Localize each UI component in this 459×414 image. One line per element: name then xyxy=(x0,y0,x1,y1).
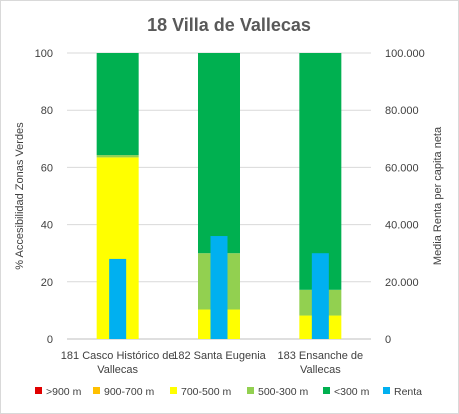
y-tick-right: 0 xyxy=(385,334,391,346)
y-tick-left: 60 xyxy=(41,162,53,174)
bar-segment xyxy=(96,53,139,156)
renta-bar xyxy=(311,253,329,339)
renta-bar xyxy=(109,258,127,339)
y-axis-label-right: Media Renta per capita neta xyxy=(432,126,444,265)
y-tick-right: 20.000 xyxy=(385,277,419,289)
legend-swatch xyxy=(93,387,100,394)
legend-swatch xyxy=(383,387,390,394)
y-tick-left: 20 xyxy=(41,277,53,289)
bar-segment xyxy=(96,155,139,158)
legend-swatch xyxy=(323,387,330,394)
legend-label: Renta xyxy=(394,386,422,398)
y-tick-left: 100 xyxy=(35,48,53,60)
y-tick-left: 80 xyxy=(41,105,53,117)
legend-swatch xyxy=(170,387,177,394)
y-tick-right: 80.000 xyxy=(385,105,419,117)
legend-label: 500-300 m xyxy=(258,386,308,398)
y-axis-label-left: % Accesibilidad Zonas Verdes xyxy=(14,122,26,270)
y-tick-right: 60.000 xyxy=(385,162,419,174)
legend-swatch xyxy=(247,387,254,394)
legend-label: <300 m xyxy=(334,386,370,398)
legend: >900 m 900-700 m 700-500 m 500-300 m <300 m R… xyxy=(35,386,422,398)
legend-label: 900-700 m xyxy=(104,386,154,398)
legend-swatch xyxy=(35,387,42,394)
axes-group: 0 20 40 60 80 100 0 20.000 40.000 60.000 80.000 100… xyxy=(35,48,425,376)
y-tick-left: 0 xyxy=(47,334,53,346)
y-tick-right: 40.000 xyxy=(385,220,419,232)
y-tick-right: 100.000 xyxy=(385,48,425,60)
renta-bar xyxy=(210,236,228,339)
legend-label: 700-500 m xyxy=(181,386,231,398)
x-tick-label: 183 Ensanche de Vallecas xyxy=(278,350,364,376)
y-tick-left: 40 xyxy=(41,220,53,232)
bars-group xyxy=(96,53,342,339)
bar-segment xyxy=(198,53,240,254)
legend-label: >900 m xyxy=(46,386,82,398)
chart-title: 18 Villa de Vallecas xyxy=(147,15,311,35)
bar-segment xyxy=(299,53,342,290)
x-tick-label: 181 Casco Histórico de Vallecas xyxy=(61,350,175,376)
x-tick-label: 182 Santa Eugenia xyxy=(172,350,266,362)
